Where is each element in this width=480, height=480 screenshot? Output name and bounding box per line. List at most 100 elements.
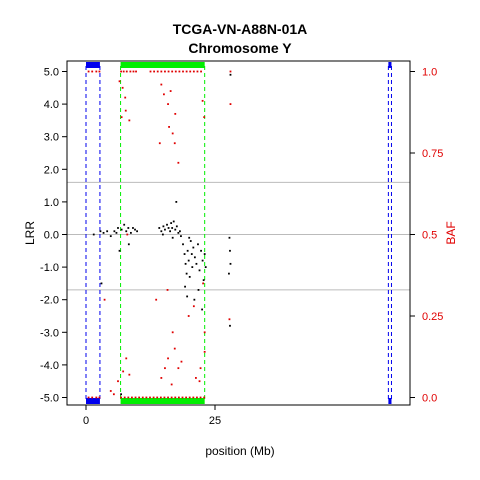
baf-point-14 (164, 70, 166, 73)
baf-point-62 (167, 103, 169, 105)
lrr-point-23 (172, 220, 175, 223)
lrr-point-66 (92, 233, 95, 236)
lrr-point-37 (186, 249, 189, 252)
lrr-point-48 (195, 262, 198, 265)
baf-point-20 (185, 70, 188, 73)
lrr-point-44 (188, 236, 191, 239)
lrr-point-18 (164, 228, 166, 231)
baf-point-79 (164, 367, 166, 370)
baf-point-16 (171, 70, 174, 73)
lrr-point-22 (171, 227, 174, 229)
lrr-point-20 (167, 227, 170, 229)
baf-point-59 (128, 119, 131, 122)
baf-point-45 (174, 396, 177, 399)
region-cap-top-0 (86, 62, 100, 68)
baf-point-46 (177, 396, 180, 399)
lrr-point-31 (175, 201, 178, 203)
y-tick-label-9: -4.0 (40, 360, 59, 372)
baf-point-89 (166, 289, 169, 291)
lrr-point-0 (99, 230, 102, 233)
baf-point-80 (167, 357, 169, 360)
lrr-point-64 (229, 324, 231, 327)
y-tick-label-3: 2.0 (44, 164, 59, 176)
baf-point-27 (91, 396, 94, 399)
baf-point-12 (156, 70, 159, 73)
lrr-point-13 (118, 249, 121, 252)
baf-point-21 (189, 70, 192, 73)
y2-tick-label-4: 0.0 (422, 393, 437, 405)
lrr-point-68 (136, 230, 138, 233)
lrr-point-1 (102, 231, 105, 234)
baf-point-30 (120, 396, 122, 399)
lrr-point-58 (100, 282, 103, 285)
baf-point-34 (134, 396, 137, 399)
lrr-point-50 (198, 269, 201, 272)
lrr-point-63 (228, 272, 230, 275)
baf-point-84 (180, 360, 183, 363)
lrr-point-34 (183, 253, 186, 255)
baf-point-13 (160, 70, 163, 73)
y2-tick-label-2: 0.5 (422, 230, 437, 242)
y-tick-label-0: 5.0 (44, 67, 59, 79)
y-tick-label-1: 4.0 (44, 99, 59, 111)
baf-point-1 (91, 70, 94, 73)
y-tick-label-10: -5.0 (40, 393, 59, 405)
baf-point-73 (103, 298, 106, 301)
plot-area (67, 62, 410, 404)
baf-point-83 (177, 367, 180, 370)
lrr-point-5 (117, 227, 119, 229)
y2-tick-label-3: 0.25 (422, 311, 443, 323)
baf-point-65 (168, 126, 170, 128)
baf-point-2 (95, 70, 98, 73)
lrr-point-16 (160, 230, 163, 233)
lrr-point-43 (186, 295, 189, 298)
segment-cap-top-0 (120, 62, 205, 68)
baf-point-17 (174, 70, 177, 73)
baf-point-36 (141, 396, 144, 399)
baf-point-56 (124, 96, 127, 99)
baf-point-91 (187, 315, 190, 317)
lrr-point-29 (170, 222, 173, 224)
lrr-point-8 (125, 230, 128, 233)
baf-point-76 (125, 357, 128, 360)
lrr-point-2 (106, 230, 109, 233)
baf-point-35 (138, 396, 141, 399)
baf-point-29 (98, 396, 101, 399)
baf-point-51 (196, 396, 198, 399)
baf-point-50 (192, 396, 195, 399)
baf-point-7 (129, 70, 132, 73)
y-tick-label-4: 1.0 (44, 197, 59, 209)
baf-point-28 (95, 396, 98, 399)
lrr-point-32 (180, 235, 182, 238)
baf-point-75 (122, 370, 125, 373)
baf-point-26 (87, 396, 90, 399)
baf-point-92 (192, 305, 195, 308)
baf-point-54 (118, 80, 121, 83)
baf-point-31 (123, 396, 126, 399)
lrr-point-10 (129, 231, 132, 234)
baf-point-39 (152, 396, 155, 399)
lrr-point-61 (229, 249, 231, 252)
baf-point-55 (121, 86, 124, 89)
baf-point-64 (174, 112, 177, 115)
lrr-point-11 (132, 227, 134, 229)
y-tick-label-6: -1.0 (40, 262, 59, 274)
baf-point-85 (195, 377, 197, 379)
baf-point-41 (159, 396, 162, 399)
baf-point-3 (98, 70, 101, 73)
lrr-point-24 (174, 228, 177, 231)
y2-tick-label-0: 1.0 (422, 67, 437, 79)
plot-frame (66, 60, 411, 406)
y-axis-label: LRR (23, 221, 37, 245)
baf-point-52 (199, 396, 202, 399)
lrr-point-35 (184, 262, 187, 265)
baf-point-87 (203, 350, 206, 353)
chart-subtitle: Chromosome Y (188, 40, 292, 56)
y-tick-label-8: -3.0 (40, 327, 59, 339)
axes: 5.0 4.0 3.0 2.0 1.0 0.0 -1.0 -2.0 -3.0 -4.0 -5.0 1.… (40, 67, 443, 428)
baf-point-82 (173, 347, 176, 350)
lrr-point-54 (193, 298, 196, 301)
baf-point-0 (87, 70, 90, 73)
lrr-point-12 (134, 228, 136, 231)
